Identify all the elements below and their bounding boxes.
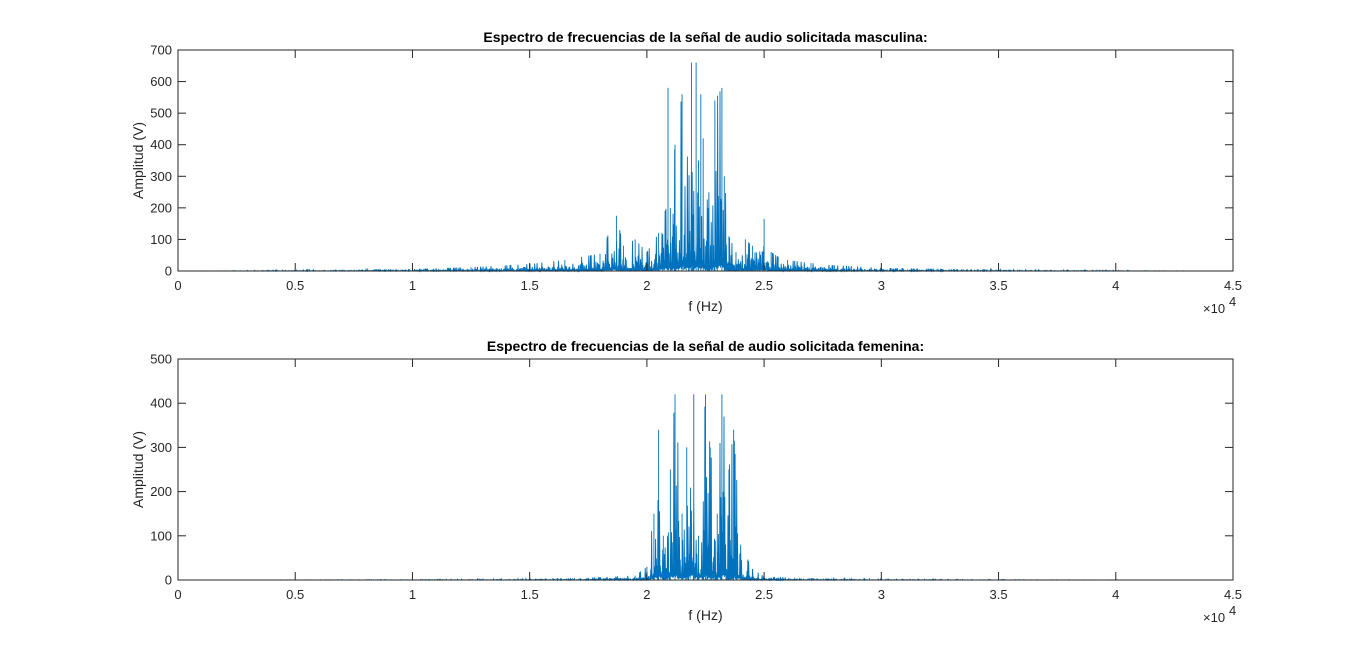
x-tick-label: 1 — [409, 587, 416, 602]
plot-masculina: 0 0.5 1 1.5 2 2.5 3 3.5 4 4.501002003004005006007… — [130, 29, 1242, 316]
x-tick-label: 3.5 — [990, 278, 1008, 293]
x-axis-label: f (Hz) — [688, 298, 722, 314]
x-axis-label: f (Hz) — [688, 607, 722, 623]
y-tick-label: 200 — [150, 200, 172, 215]
x-tick-label: 0 — [174, 278, 181, 293]
axes-box — [177, 49, 1234, 272]
x-tick-label: 4 — [1112, 278, 1119, 293]
y-tick-label: 600 — [150, 74, 172, 89]
y-axis-label: Amplitud (V) — [130, 431, 146, 508]
y-tick-label: 400 — [150, 137, 172, 152]
plot-area — [178, 50, 1233, 271]
plot-femenina: 0 0.5 1 1.5 2 2.5 3 3.5 4 4.50100200300400500Espe… — [130, 338, 1242, 625]
chart-title: Espectro de frecuencias de la señal de a… — [483, 29, 927, 45]
x-exponent-label: ×10 — [1203, 610, 1225, 625]
x-tick-label: 2 — [643, 587, 650, 602]
y-tick-label: 100 — [150, 528, 172, 543]
x-tick-label: 1 — [409, 278, 416, 293]
x-tick-label: 2.5 — [755, 278, 773, 293]
chart-title: Espectro de frecuencias de la señal de a… — [487, 338, 924, 354]
x-tick-label: 3 — [878, 587, 885, 602]
x-tick-label: 2.5 — [755, 587, 773, 602]
y-tick-label: 0 — [165, 573, 172, 588]
x-exponent-power: 4 — [1229, 294, 1236, 309]
x-tick-label: 3 — [878, 278, 885, 293]
x-tick-label: 0.5 — [286, 587, 304, 602]
x-exponent-label: ×10 — [1203, 301, 1225, 316]
axes-box — [177, 358, 1234, 581]
y-tick-label: 400 — [150, 396, 172, 411]
y-tick-label: 700 — [150, 43, 172, 58]
x-tick-label: 1.5 — [521, 587, 539, 602]
y-tick-label: 100 — [150, 232, 172, 247]
x-tick-label: 0.5 — [286, 278, 304, 293]
y-tick-label: 500 — [150, 352, 172, 367]
x-tick-label: 4.5 — [1224, 278, 1242, 293]
y-tick-label: 300 — [150, 440, 172, 455]
y-tick-label: 500 — [150, 106, 172, 121]
y-tick-label: 300 — [150, 169, 172, 184]
x-tick-label: 1.5 — [521, 278, 539, 293]
x-tick-label: 2 — [643, 278, 650, 293]
x-tick-label: 4.5 — [1224, 587, 1242, 602]
y-tick-label: 200 — [150, 484, 172, 499]
x-tick-label: 0 — [174, 587, 181, 602]
y-axis-label: Amplitud (V) — [130, 122, 146, 199]
y-tick-label: 0 — [165, 264, 172, 279]
x-tick-label: 3.5 — [990, 587, 1008, 602]
x-exponent-power: 4 — [1229, 603, 1236, 618]
x-tick-label: 4 — [1112, 587, 1119, 602]
